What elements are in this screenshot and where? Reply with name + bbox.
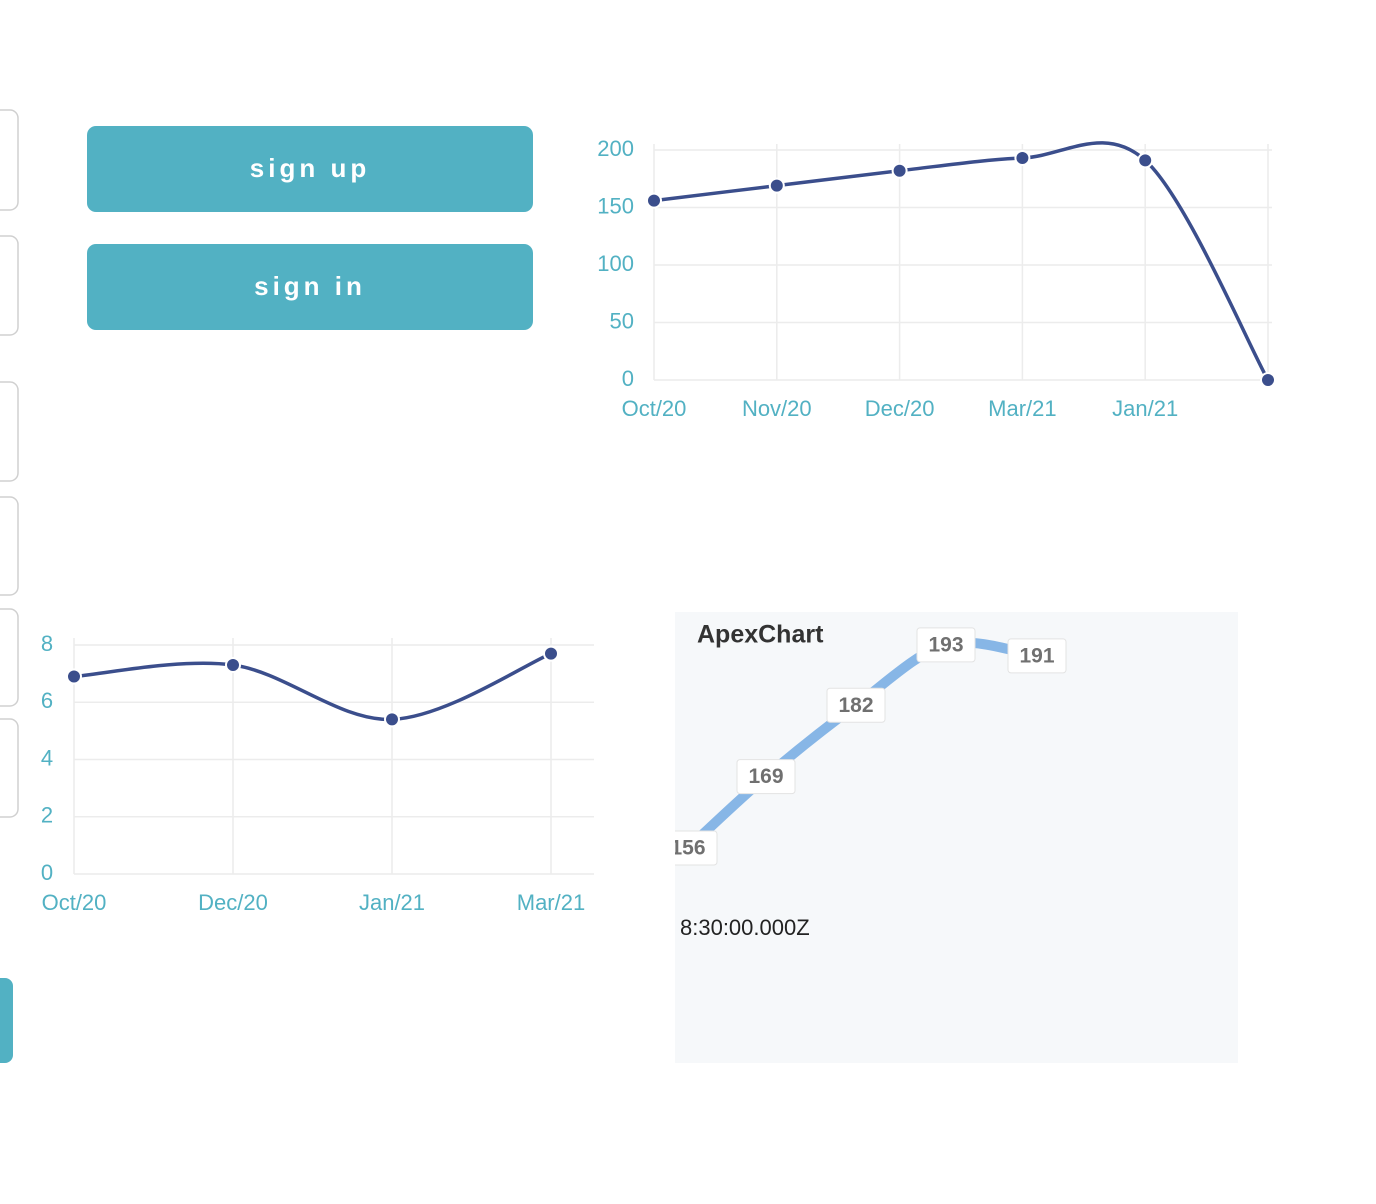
y-tick-label: 150 xyxy=(597,193,634,218)
y-tick-label: 4 xyxy=(41,745,53,770)
x-tick-label: Dec/20 xyxy=(198,890,268,915)
input[interactable] xyxy=(0,718,19,818)
data-label: 191 xyxy=(1019,644,1054,667)
data-label: 182 xyxy=(838,694,873,717)
input[interactable] xyxy=(0,381,19,482)
point xyxy=(646,192,662,209)
point xyxy=(225,657,241,674)
point xyxy=(384,711,400,728)
y-tick-label: 2 xyxy=(41,803,53,828)
x-tick-label: Mar/21 xyxy=(988,396,1056,421)
point xyxy=(66,668,82,685)
point xyxy=(1260,372,1276,388)
data-label-box xyxy=(736,759,796,795)
data-label-box xyxy=(916,627,976,663)
sign-up-button[interactable] xyxy=(87,126,533,212)
y-tick-label: 200 xyxy=(597,136,634,161)
data-label-box xyxy=(1007,638,1067,674)
y-tick-label: 8 xyxy=(41,631,53,656)
chart-title: ApexChart xyxy=(697,621,824,649)
annotation: 8:30:00.000Z xyxy=(680,915,810,940)
x-tick-label: Mar/21 xyxy=(517,890,585,915)
line xyxy=(653,141,1270,381)
x-tick-label: Dec/20 xyxy=(865,396,935,421)
input[interactable] xyxy=(0,109,19,211)
data-label-box xyxy=(675,830,718,866)
left-inputs xyxy=(0,109,19,818)
data-label-box xyxy=(826,687,886,723)
data-label: 169 xyxy=(748,765,783,788)
point xyxy=(891,162,908,179)
line xyxy=(73,651,552,722)
button[interactable] xyxy=(0,978,13,1063)
sign-in-button[interactable] xyxy=(87,244,533,330)
data-label: 156 xyxy=(670,837,705,860)
point xyxy=(1014,150,1031,167)
apex-plot: 156 169 182 193 191 xyxy=(670,627,1067,866)
button-label[interactable]: sign in xyxy=(254,271,366,301)
point xyxy=(768,177,785,194)
y-tick-label: 50 xyxy=(610,308,634,333)
point xyxy=(1137,152,1154,169)
x-tick-label: Oct/20 xyxy=(42,890,107,915)
y-tick-label: 100 xyxy=(597,251,634,276)
x-tick-label: Nov/20 xyxy=(742,396,812,421)
button-label[interactable]: sign up xyxy=(250,153,370,183)
x-tick-label: Jan/21 xyxy=(359,890,425,915)
input[interactable] xyxy=(0,608,19,707)
input[interactable] xyxy=(0,235,19,336)
y-tick-label: 6 xyxy=(41,688,53,713)
x-tick-label: Oct/20 xyxy=(622,396,687,421)
point xyxy=(543,645,559,662)
data-label: 193 xyxy=(928,633,963,656)
apex-chart-background xyxy=(675,612,1238,1063)
y-tick-label: 0 xyxy=(41,860,53,885)
input[interactable] xyxy=(0,496,19,596)
x-tick-label: Jan/21 xyxy=(1112,396,1178,421)
y-tick-label: 0 xyxy=(622,366,634,391)
